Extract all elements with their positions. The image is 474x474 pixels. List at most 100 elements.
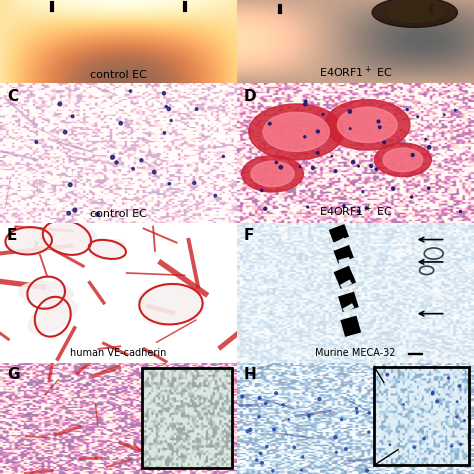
Point	[33, 138, 40, 146]
Point	[191, 179, 198, 187]
Point	[353, 408, 361, 416]
Point	[160, 90, 168, 97]
Point	[291, 444, 298, 451]
Point	[376, 123, 383, 131]
Point	[273, 159, 280, 166]
Circle shape	[372, 0, 457, 27]
Point	[301, 133, 309, 141]
Text: E4ORF1$^+$ EC: E4ORF1$^+$ EC	[319, 65, 392, 81]
Point	[193, 105, 201, 113]
Point	[403, 106, 411, 113]
Point	[137, 156, 145, 164]
Point	[263, 443, 271, 450]
Point	[314, 149, 321, 157]
Circle shape	[383, 148, 423, 172]
Text: Murine MECA-32: Murine MECA-32	[315, 348, 396, 358]
Point	[433, 398, 441, 405]
Point	[258, 459, 266, 467]
Point	[255, 413, 263, 420]
Ellipse shape	[36, 224, 97, 251]
Point	[69, 112, 76, 120]
Point	[56, 100, 64, 108]
Point	[161, 129, 168, 137]
Bar	[142, 368, 232, 468]
Point	[314, 128, 322, 135]
Point	[400, 401, 407, 408]
Point	[253, 456, 260, 464]
Point	[332, 433, 339, 441]
Point	[298, 466, 305, 474]
Point	[342, 445, 350, 453]
Point	[273, 390, 280, 397]
Text: D: D	[244, 89, 257, 103]
Point	[381, 138, 388, 146]
Text: E: E	[7, 228, 18, 243]
Point	[461, 417, 468, 424]
Point	[332, 167, 339, 175]
Text: control EC: control EC	[90, 71, 147, 81]
Point	[270, 426, 278, 433]
Point	[355, 208, 363, 215]
Point	[410, 444, 418, 451]
Text: E4ORF1$^+$ EC: E4ORF1$^+$ EC	[319, 203, 392, 219]
Point	[440, 111, 448, 118]
Point	[340, 202, 348, 210]
Point	[266, 120, 273, 128]
Point	[409, 151, 417, 159]
Circle shape	[325, 100, 410, 150]
Point	[61, 128, 69, 136]
Point	[429, 389, 437, 396]
Point	[337, 416, 345, 423]
Point	[304, 203, 311, 211]
Point	[309, 164, 317, 172]
Bar	[374, 367, 469, 465]
Point	[457, 440, 465, 448]
Point	[448, 442, 456, 450]
Point	[456, 208, 464, 215]
Point	[246, 426, 254, 434]
Point	[375, 118, 383, 125]
Point	[333, 448, 340, 456]
Text: F: F	[244, 228, 255, 243]
Point	[319, 110, 327, 118]
Circle shape	[337, 107, 397, 143]
Point	[277, 164, 284, 171]
Point	[256, 394, 264, 402]
Point	[349, 158, 357, 166]
Text: G: G	[7, 367, 19, 382]
Point	[163, 103, 170, 110]
Point	[71, 206, 79, 214]
Point	[165, 105, 173, 113]
Ellipse shape	[5, 227, 52, 255]
Point	[262, 205, 269, 212]
Point	[247, 370, 255, 378]
Point	[316, 395, 323, 403]
Point	[65, 210, 73, 217]
Point	[453, 398, 461, 406]
Point	[428, 390, 436, 398]
Point	[301, 100, 309, 108]
Bar	[142, 368, 232, 468]
Point	[109, 154, 116, 161]
Point	[386, 441, 394, 448]
Point	[167, 117, 175, 124]
Point	[355, 163, 362, 170]
Point	[302, 97, 310, 105]
Ellipse shape	[89, 239, 126, 259]
Point	[117, 119, 125, 127]
Point	[279, 401, 287, 409]
Point	[305, 412, 313, 419]
Point	[425, 184, 433, 192]
Point	[422, 136, 429, 143]
Point	[258, 187, 265, 194]
Point	[414, 113, 421, 120]
Point	[219, 153, 227, 160]
Circle shape	[386, 2, 443, 22]
Point	[66, 181, 74, 189]
Circle shape	[263, 112, 329, 152]
Point	[365, 409, 373, 417]
Text: C: C	[7, 89, 18, 103]
Point	[367, 162, 375, 170]
Ellipse shape	[19, 282, 73, 304]
Ellipse shape	[28, 300, 77, 334]
